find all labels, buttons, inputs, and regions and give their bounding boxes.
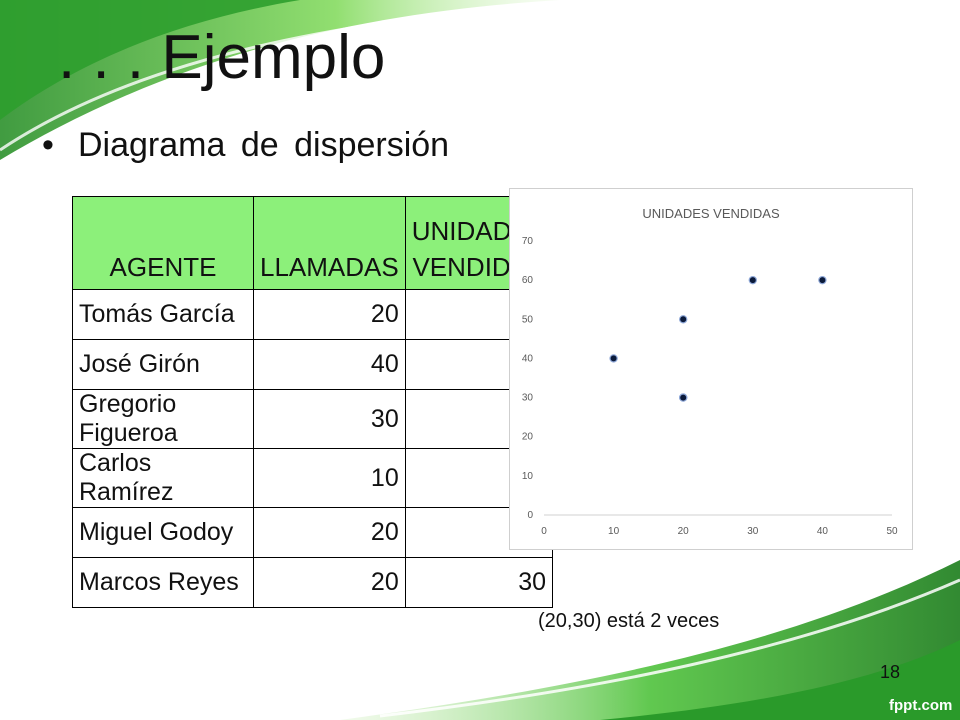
- y-tick-label: 0: [527, 510, 533, 521]
- data-point: [818, 275, 827, 285]
- cell-calls: 10: [253, 448, 406, 508]
- x-tick-label: 30: [747, 526, 759, 537]
- cell-units: 30: [404, 557, 554, 608]
- cell-agent: Miguel Godoy: [72, 507, 254, 558]
- y-tick-label: 60: [522, 275, 534, 286]
- slide-title: . . . Ejemplo: [58, 23, 386, 92]
- agents-table: AGENTE LLAMADAS UNIDADES VENDIDAS Tomás G…: [72, 196, 554, 608]
- cell-agent: Tomás García: [72, 289, 254, 340]
- chart-title: UNIDADES VENDIDAS: [642, 206, 780, 221]
- data-point: [678, 393, 688, 402]
- cell-calls: 40: [253, 339, 406, 390]
- header-agent: AGENTE: [72, 196, 254, 290]
- y-tick-label: 50: [522, 314, 534, 325]
- data-point: [609, 354, 618, 363]
- x-tick-label: 0: [541, 526, 547, 537]
- y-tick-label: 20: [522, 432, 534, 443]
- table-row: Miguel Godoy 20 50: [72, 507, 554, 558]
- bullet-text: Diagrama de dispersión: [78, 126, 450, 164]
- data-point: [678, 315, 688, 324]
- page-number: 18: [880, 662, 901, 682]
- x-tick-label: 10: [608, 526, 620, 537]
- y-tick-label: 30: [522, 393, 534, 404]
- table-row: Carlos Ramírez 10 40: [72, 448, 554, 508]
- scatter-chart: UNIDADES VENDIDAS 0 10 20 30 40 50 0 10 20 30 40 50 6…: [509, 188, 913, 550]
- cell-agent: José Girón: [72, 339, 254, 390]
- table-row: Marcos Reyes 20 30: [72, 557, 554, 608]
- cell-agent: Carlos Ramírez: [72, 448, 254, 508]
- cell-calls: 30: [253, 389, 406, 449]
- x-tick-label: 40: [817, 526, 829, 537]
- brand-logo: fppt.com: [889, 697, 953, 714]
- bullet-item: • Diagrama de dispersión: [42, 126, 449, 165]
- cell-agent: Marcos Reyes: [72, 557, 254, 608]
- table-row: Tomás García 20 30: [72, 289, 554, 340]
- y-tick-label: 70: [522, 236, 534, 247]
- scatter-chart-svg: UNIDADES VENDIDAS 0 10 20 30 40 50 0 10 20 30 40 50 6…: [522, 206, 898, 537]
- y-tick-label: 10: [522, 471, 534, 482]
- duplicate-point-note: (20,30) está 2 veces: [538, 610, 720, 632]
- data-point: [748, 275, 757, 285]
- bullet-dot-icon: •: [42, 126, 54, 164]
- y-tick-label: 40: [522, 353, 534, 364]
- x-tick-label: 50: [886, 526, 898, 537]
- table-row: José Girón 40 60: [72, 339, 554, 390]
- table-row: Gregorio Figueroa 30 60: [72, 389, 554, 449]
- x-tick-label: 20: [678, 526, 690, 537]
- cell-calls: 20: [253, 507, 406, 558]
- cell-calls: 20: [253, 289, 406, 340]
- cell-calls: 20: [253, 557, 406, 608]
- cell-agent: Gregorio Figueroa: [72, 389, 254, 449]
- header-calls: LLAMADAS: [253, 196, 406, 290]
- table-header-row: AGENTE LLAMADAS UNIDADES VENDIDAS: [72, 196, 554, 290]
